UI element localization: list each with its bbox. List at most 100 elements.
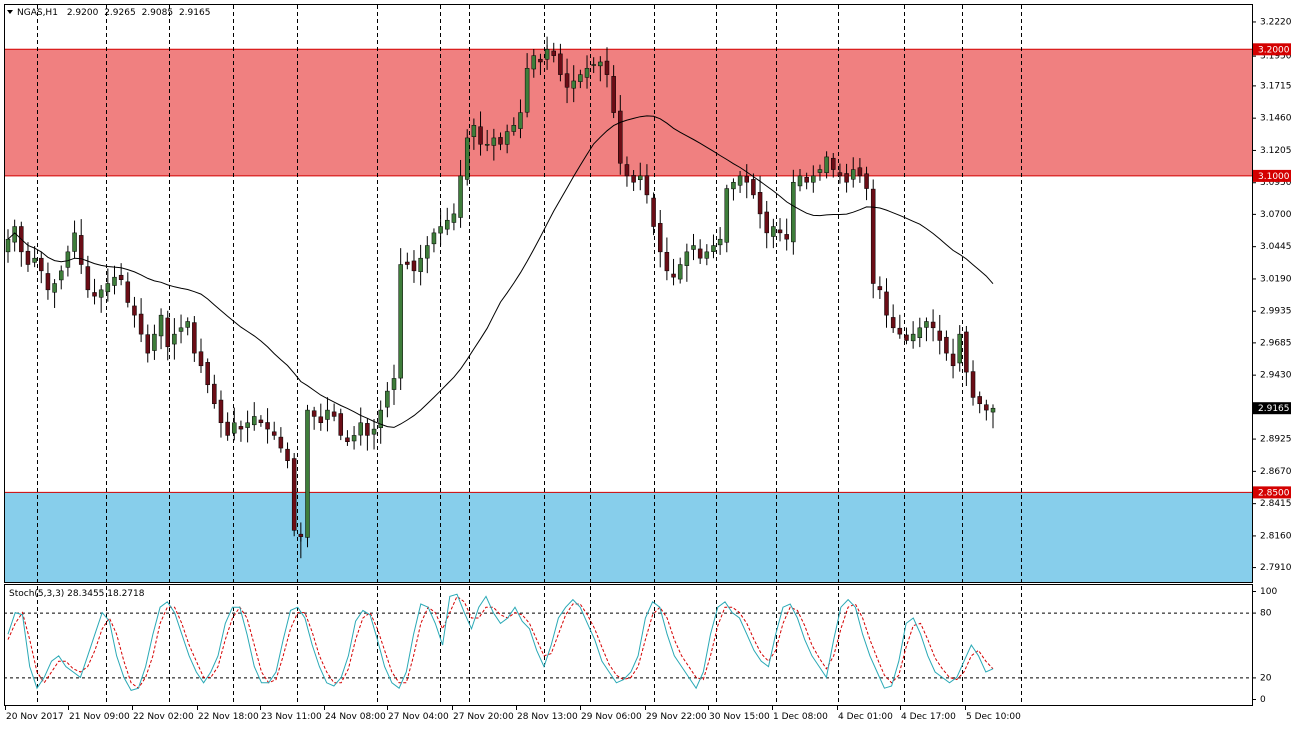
bull-candle — [158, 314, 164, 337]
bull-candle — [112, 276, 117, 286]
price-tag — [1253, 169, 1291, 182]
bear-candle — [271, 431, 277, 436]
bear-candle — [864, 173, 869, 189]
bull-candle — [638, 175, 643, 181]
bull-candle — [924, 321, 929, 328]
bull-candle — [677, 264, 683, 280]
bull-candle — [252, 416, 257, 426]
chart-header: NGAS,H1 2.9200 2.9265 2.9085 2.9165 — [17, 8, 210, 18]
bear-candle — [671, 273, 676, 278]
bull-candle — [797, 175, 803, 187]
x-tick-label: 29 Nov 06:00 — [581, 712, 642, 722]
header-open: 2.9200 — [67, 8, 99, 18]
bear-candle — [890, 317, 896, 329]
bull-candle — [817, 169, 823, 173]
bear-candle — [365, 423, 370, 436]
bear-candle — [165, 317, 170, 348]
bear-candle — [831, 157, 836, 170]
time-axis[interactable]: 20 Nov 2017 21 Nov 09:00 22 Nov 02:00 22 No… — [5, 706, 1022, 722]
bear-candle — [651, 197, 656, 227]
bull-candle — [385, 390, 390, 408]
x-tick-label: 23 Nov 11:00 — [261, 712, 322, 722]
price-tag — [1253, 43, 1291, 56]
bull-candle — [178, 327, 184, 332]
bear-candle — [238, 426, 244, 430]
bull-candle — [791, 181, 796, 243]
y-tick-label: 3.1715 — [1260, 81, 1292, 91]
bull-candle — [684, 251, 690, 266]
bear-candle — [950, 353, 956, 367]
bull-candle — [58, 270, 64, 281]
bull-candle — [724, 188, 730, 243]
bull-candle — [451, 213, 457, 223]
x-tick-label: 4 Dec 17:00 — [901, 712, 956, 722]
bear-candle — [764, 211, 769, 234]
bear-candle — [784, 234, 789, 240]
bear-candle — [604, 60, 610, 75]
support-zone — [4, 492, 1252, 582]
bull-candle — [598, 61, 603, 67]
resistance-zone — [4, 49, 1252, 176]
bear-candle — [964, 331, 969, 373]
bear-candle — [218, 399, 224, 424]
bull-candle — [32, 257, 37, 263]
header-low: 2.9085 — [142, 8, 174, 18]
bear-candle — [804, 176, 809, 183]
bear-candle — [538, 58, 543, 63]
bear-candle — [198, 351, 204, 367]
bear-candle — [618, 110, 623, 164]
header-symbol: NGAS,H1 — [17, 8, 58, 18]
bull-candle — [771, 226, 776, 237]
y-tick-label: 3.1460 — [1260, 114, 1292, 124]
bull-candle — [378, 409, 383, 428]
bear-candle — [744, 176, 749, 183]
bull-candle — [464, 137, 470, 180]
y-tick-label: 2.8415 — [1260, 499, 1292, 509]
bear-candle — [757, 192, 763, 215]
y-tick-label: 3.0950 — [1260, 178, 1292, 188]
bull-candle — [737, 175, 743, 186]
chart-menu-arrow-icon[interactable] — [7, 10, 13, 14]
bull-candle — [504, 131, 510, 145]
stoch-y-tick-label: 0 — [1260, 695, 1266, 705]
bull-candle — [531, 55, 537, 70]
x-tick-label: 27 Nov 20:00 — [453, 712, 514, 722]
bull-candle — [305, 409, 310, 538]
bull-candle — [185, 321, 190, 328]
bear-candle — [132, 305, 137, 316]
bear-candle — [984, 404, 989, 411]
bull-candle — [571, 80, 576, 89]
bull-candle — [458, 175, 463, 218]
price-tag-label: 3.2000 — [1258, 45, 1290, 55]
header-close: 2.9165 — [179, 8, 211, 18]
bear-candle — [897, 327, 903, 335]
bear-candle — [78, 235, 84, 265]
bear-candle — [877, 286, 883, 291]
price-tag-label: 2.8500 — [1258, 488, 1290, 498]
bear-candle — [930, 321, 936, 329]
bull-candle — [691, 245, 696, 250]
bull-candle — [72, 232, 77, 252]
bear-candle — [884, 291, 889, 316]
bear-candle — [498, 137, 503, 145]
x-tick-label: 29 Nov 22:00 — [646, 712, 707, 722]
stoch-main-line — [7, 593, 994, 691]
x-tick-label: 22 Nov 02:00 — [133, 712, 194, 722]
x-tick-label: 5 Dec 10:00 — [966, 712, 1021, 722]
y-tick-label: 3.0700 — [1260, 210, 1292, 220]
header-high: 2.9265 — [104, 8, 136, 18]
bear-candle — [644, 175, 650, 196]
bear-candle — [657, 223, 663, 253]
bear-candle — [777, 229, 783, 234]
bear-candle — [944, 336, 949, 354]
bull-candle — [957, 333, 962, 364]
bull-candle — [245, 422, 250, 428]
bear-candle — [138, 313, 144, 335]
bear-candle — [558, 53, 563, 75]
bear-candle — [118, 274, 124, 280]
bull-candle — [990, 407, 996, 413]
bull-candle — [418, 257, 423, 272]
bull-candle — [371, 428, 377, 435]
bull-candle — [484, 144, 490, 146]
